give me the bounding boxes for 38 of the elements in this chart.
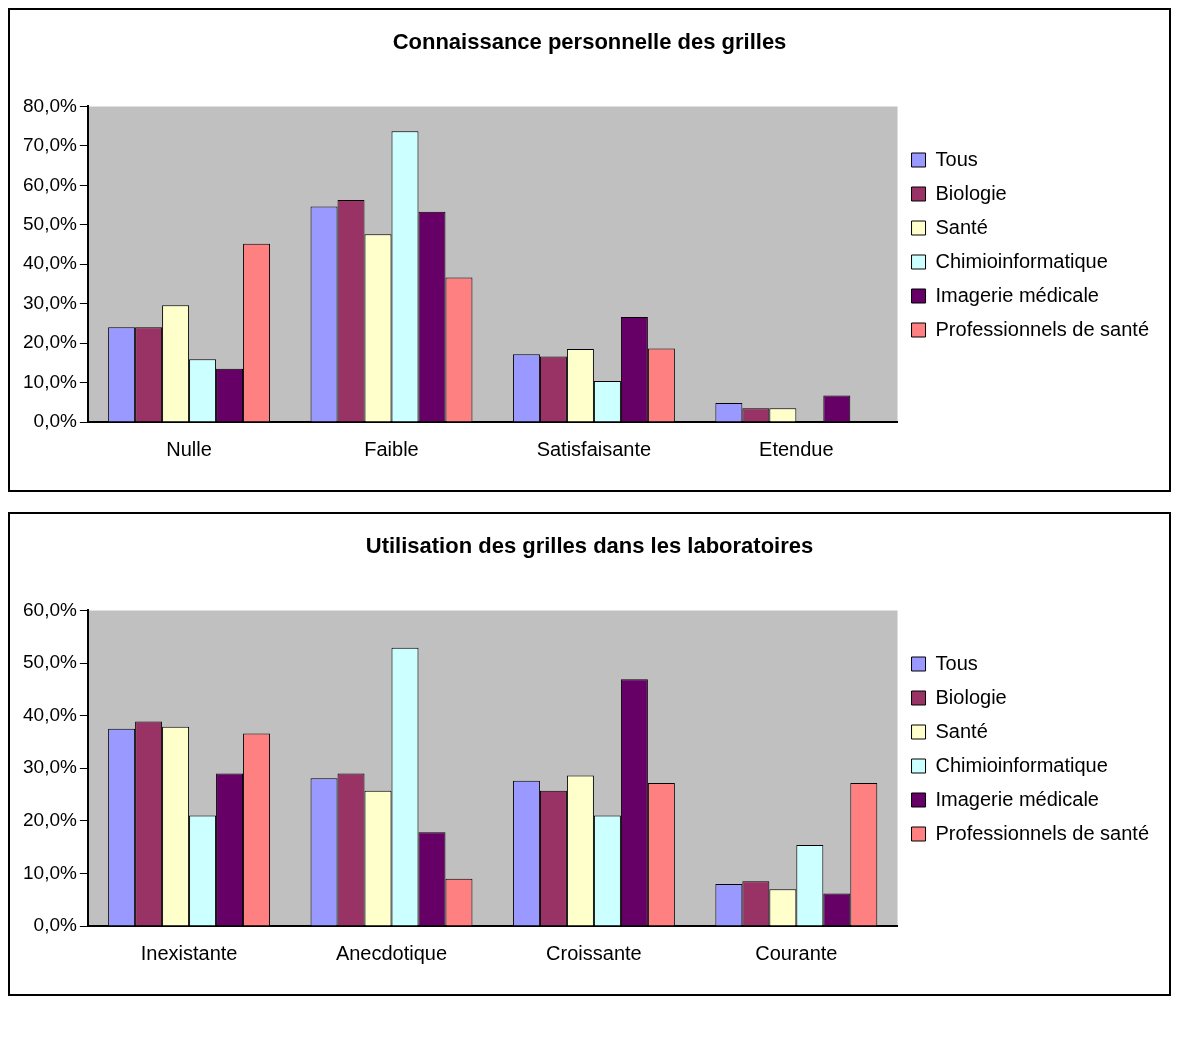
- y-tick-label: 20,0%: [23, 331, 77, 353]
- y-tick-label: 60,0%: [23, 173, 77, 195]
- y-tick-label: 80,0%: [23, 94, 77, 116]
- y-tick-label: 0,0%: [33, 410, 77, 432]
- y-tick-label: 10,0%: [23, 370, 77, 392]
- legend-label: Professionnels de santé: [935, 821, 1149, 844]
- y-tick-label: 70,0%: [23, 134, 77, 156]
- y-tick-label: 30,0%: [23, 291, 77, 313]
- legend-label: Chimioinformatique: [935, 753, 1108, 776]
- x-tick-label: Faible: [364, 437, 419, 460]
- legend-label: Biologie: [935, 685, 1007, 708]
- y-tick-label: 40,0%: [23, 252, 77, 274]
- chart-title: Connaissance personnelle des grilles: [392, 29, 787, 55]
- y-tick-label: 0,0%: [33, 914, 77, 936]
- x-tick-label: Inexistante: [140, 941, 238, 964]
- x-tick-label: Nulle: [166, 437, 212, 460]
- y-tick-label: 30,0%: [23, 756, 77, 778]
- legend-label: Biologie: [935, 181, 1007, 204]
- y-tick-label: 50,0%: [23, 212, 77, 234]
- legend-label: Tous: [935, 147, 978, 170]
- x-tick-label: Etendue: [759, 437, 834, 460]
- x-tick-label: Courante: [755, 941, 838, 964]
- x-tick-label: Anecdotique: [335, 941, 448, 964]
- legend-label: Imagerie médicale: [935, 787, 1099, 810]
- x-tick-label: Satisfaisante: [536, 437, 652, 460]
- legend-label: Chimioinformatique: [935, 249, 1108, 272]
- y-tick-label: 40,0%: [23, 703, 77, 725]
- y-tick-label: 20,0%: [23, 809, 77, 831]
- x-tick-label: Croissante: [546, 941, 642, 964]
- legend-label: Santé: [935, 719, 988, 742]
- legend-label: Professionnels de santé: [935, 317, 1149, 340]
- legend-label: Imagerie médicale: [935, 283, 1099, 306]
- y-tick-label: 50,0%: [23, 651, 77, 673]
- y-tick-label: 10,0%: [23, 861, 77, 883]
- y-tick-label: 60,0%: [23, 598, 77, 620]
- chart-title: Utilisation des grilles dans les laboratoires: [365, 533, 814, 559]
- legend-label: Santé: [935, 215, 988, 238]
- legend-label: Tous: [935, 651, 978, 674]
